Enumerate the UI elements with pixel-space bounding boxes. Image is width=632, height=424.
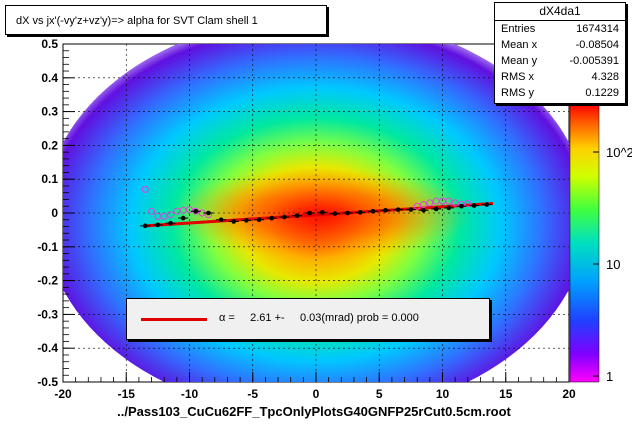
- open-point: [141, 185, 149, 193]
- x-tick-label: 15: [499, 387, 513, 401]
- stats-box: dX4da1 Entries 1674314 Mean x -0.08504 Mea…: [494, 2, 626, 104]
- profile-point: [193, 209, 199, 214]
- stats-key: RMS y: [501, 87, 534, 99]
- x-tick-label: -10: [181, 387, 199, 401]
- open-point: [445, 197, 453, 205]
- profile-point: [484, 202, 490, 207]
- open-point: [186, 206, 193, 214]
- fit-legend: α = 2.61 +- 0.03(mrad) prob = 0.000: [126, 298, 490, 340]
- stats-name: dX4da1: [495, 3, 625, 21]
- axes: -20 -15 -10 -5 0 5 10 15 20 -0.5 -0.4 -0.3 -0.2 -0.1 0…: [37, 37, 576, 401]
- z-color-scale: [569, 103, 600, 383]
- profile-point: [395, 207, 401, 212]
- x-tick-label: 10: [436, 387, 450, 401]
- y-tick-label: -0.5: [37, 375, 58, 389]
- x-tick-label: -5: [247, 387, 258, 401]
- open-point: [426, 199, 434, 207]
- profile-point: [446, 205, 452, 211]
- stats-key: Entries: [501, 23, 536, 35]
- stats-value: -0.005391: [569, 55, 619, 67]
- profile-point: [282, 214, 287, 220]
- y-tick-label: 0.4: [41, 71, 58, 85]
- profile-point: [332, 211, 338, 216]
- y-tick-label: 0.5: [41, 37, 58, 51]
- profile-point: [294, 213, 300, 219]
- profile-point: [408, 207, 414, 212]
- chart-title-text: dX vs jx'(-vy'z+vz'y)=> alpha for SVT Cl…: [16, 15, 258, 27]
- chart-marks: [140, 185, 494, 229]
- open-point: [148, 207, 156, 215]
- profile-point: [244, 218, 249, 223]
- open-point: [167, 211, 175, 219]
- profile-point: [459, 203, 464, 209]
- y-tick-label: -0.2: [37, 274, 58, 288]
- open-point: [464, 200, 472, 208]
- profile-point: [433, 206, 439, 212]
- profile-point: [218, 217, 224, 223]
- y-tick-label: 0.1: [41, 172, 58, 186]
- stats-row: Mean y -0.005391: [495, 53, 625, 69]
- profile-point: [307, 210, 312, 216]
- open-point: [160, 212, 168, 220]
- z-axis: 1 10 10^2: [593, 145, 632, 384]
- profile-point: [320, 210, 325, 215]
- stats-key: Mean x: [501, 39, 538, 51]
- open-point: [413, 202, 421, 210]
- x-axis-label: ../Pass103_CuCu62FF_TpcOnlyPlotsG40GNFP2…: [117, 404, 511, 419]
- legend-text: α = 2.61 +- 0.03(mrad) prob = 0.000: [219, 312, 419, 324]
- stats-value: 1674314: [576, 23, 619, 35]
- profile-point: [471, 203, 477, 208]
- profile-point: [357, 210, 363, 215]
- legend-fit-line: [141, 318, 207, 321]
- stats-row: Entries 1674314: [495, 21, 625, 37]
- z-tick-label: 1: [606, 369, 613, 384]
- open-point: [451, 199, 459, 207]
- stats-key: Mean y: [501, 55, 538, 67]
- stats-value: 0.1229: [585, 87, 619, 99]
- profile-point: [180, 215, 186, 221]
- z-tick-label: 10: [606, 257, 620, 272]
- profile-point: [269, 215, 275, 221]
- stats-row: RMS x 4.328: [495, 69, 625, 85]
- x-tick-label: -20: [54, 387, 72, 401]
- profile-point: [168, 220, 173, 226]
- x-tick-label: 5: [376, 387, 383, 401]
- profile-point: [206, 210, 211, 216]
- open-point: [420, 201, 428, 209]
- x-tick-label: 20: [562, 387, 576, 401]
- chart-title: dX vs jx'(-vy'z+vz'y)=> alpha for SVT Cl…: [5, 5, 327, 35]
- stats-row: Mean x -0.08504: [495, 37, 625, 53]
- y-tick-label: 0: [51, 206, 58, 220]
- stats-row: RMS y 0.1229: [495, 85, 625, 101]
- profile-point: [256, 217, 262, 223]
- y-tick-label: -0.3: [37, 307, 58, 321]
- y-tick-label: 0.3: [41, 105, 58, 119]
- profile-point: [142, 223, 148, 229]
- y-tick-label: -0.1: [37, 240, 58, 254]
- profile-point: [345, 210, 350, 216]
- profile-point: [421, 207, 426, 213]
- y-tick-label: 0.2: [41, 138, 58, 152]
- profile-point: [383, 207, 388, 213]
- stats-value: -0.08504: [575, 39, 619, 51]
- x-tick-label: -15: [118, 387, 136, 401]
- profile-point: [155, 222, 161, 228]
- stats-key: RMS x: [501, 71, 534, 83]
- x-tick-label: 0: [313, 387, 320, 401]
- y-tick-label: -0.4: [37, 341, 58, 355]
- stats-value: 4.328: [591, 71, 619, 83]
- profile-point: [231, 219, 237, 224]
- profile-point: [370, 209, 376, 214]
- z-tick-label: 10^2: [606, 145, 632, 160]
